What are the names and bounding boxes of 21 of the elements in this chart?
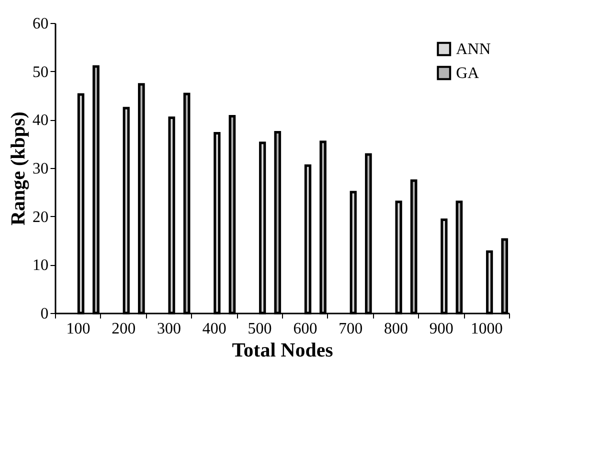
legend-label: GA — [456, 65, 480, 82]
y-tick-label: 40 — [32, 112, 48, 130]
x-tick-label: 200 — [112, 320, 136, 338]
x-axis-title: Total Nodes — [232, 340, 334, 362]
y-tick-label: 20 — [32, 208, 48, 226]
x-tick-label: 800 — [384, 320, 408, 338]
y-tick-label: 10 — [32, 257, 48, 274]
y-tick-label: 0 — [40, 306, 48, 322]
x-tick-label: 500 — [248, 320, 272, 338]
y-tick-label: 30 — [32, 160, 48, 178]
x-tick-label: 700 — [338, 320, 363, 338]
x-tick-label: 900 — [429, 320, 454, 338]
y-tick-label: 60 — [32, 16, 48, 32]
x-tick-label: 1000 — [470, 320, 503, 338]
x-tick-label: 100 — [66, 320, 90, 338]
x-tick-label: 400 — [202, 320, 226, 338]
legend-label: ANN — [456, 41, 492, 58]
y-axis-title: Range (kbps) — [8, 112, 30, 226]
y-tick-label: 50 — [32, 64, 48, 81]
x-tick-label: 300 — [157, 320, 181, 338]
x-tick-label: 600 — [293, 320, 318, 338]
